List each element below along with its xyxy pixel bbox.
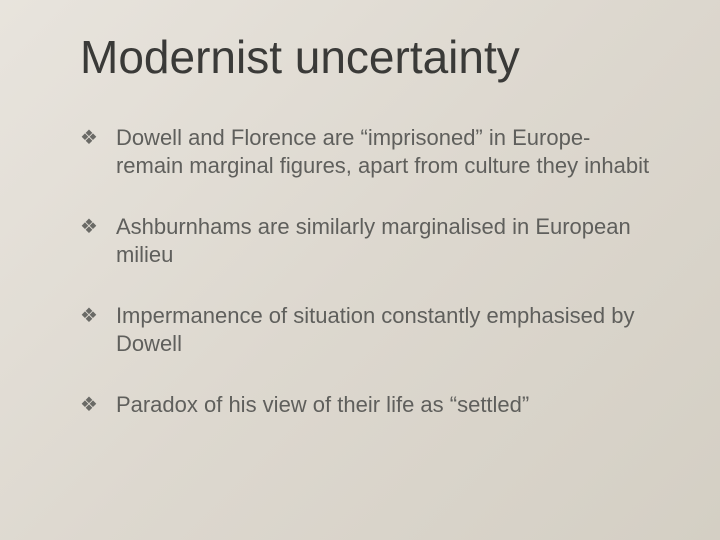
diamond-bullet-icon: ❖ <box>80 126 98 151</box>
bullet-text: Dowell and Florence are “imprisoned” in … <box>116 124 660 179</box>
slide-title: Modernist uncertainty <box>80 30 660 84</box>
list-item: ❖ Paradox of his view of their life as “… <box>80 391 660 419</box>
bullet-text: Paradox of his view of their life as “se… <box>116 391 660 419</box>
bullet-text: Impermanence of situation constantly emp… <box>116 302 660 357</box>
bullet-text: Ashburnhams are similarly marginalised i… <box>116 213 660 268</box>
bullet-list: ❖ Dowell and Florence are “imprisoned” i… <box>60 124 660 419</box>
diamond-bullet-icon: ❖ <box>80 215 98 240</box>
diamond-bullet-icon: ❖ <box>80 393 98 418</box>
list-item: ❖ Dowell and Florence are “imprisoned” i… <box>80 124 660 179</box>
list-item: ❖ Ashburnhams are similarly marginalised… <box>80 213 660 268</box>
list-item: ❖ Impermanence of situation constantly e… <box>80 302 660 357</box>
diamond-bullet-icon: ❖ <box>80 304 98 329</box>
slide-container: Modernist uncertainty ❖ Dowell and Flore… <box>0 0 720 540</box>
